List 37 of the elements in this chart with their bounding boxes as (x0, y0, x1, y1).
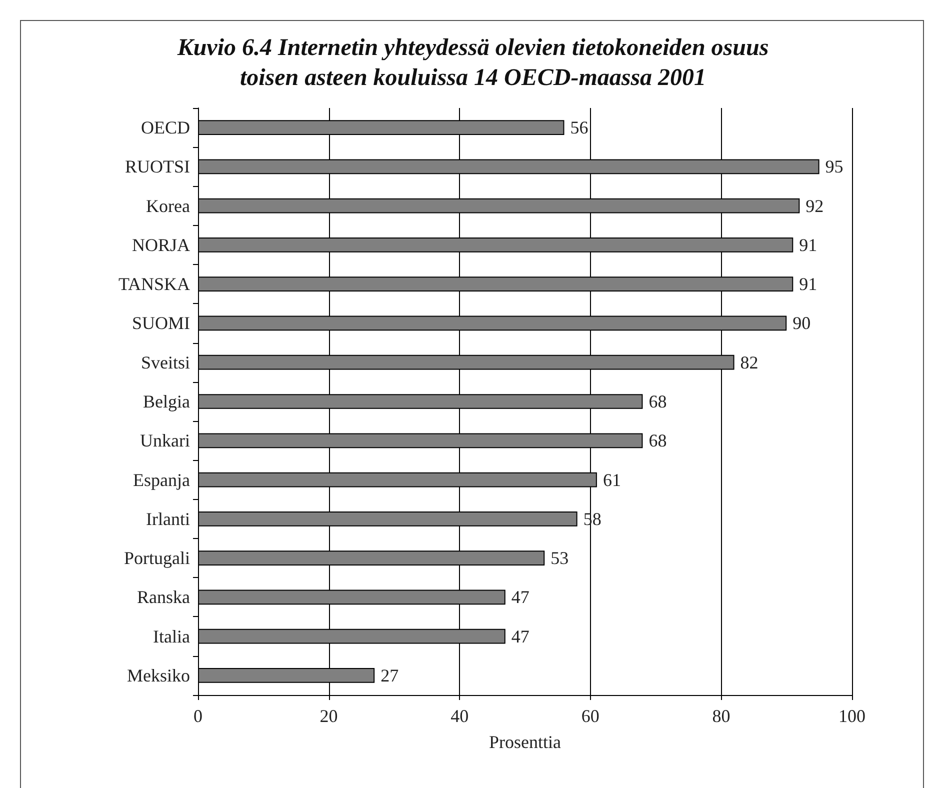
data-label: 90 (792, 313, 811, 334)
y-tick-label: SUOMI (132, 313, 190, 334)
chart-title: Kuvio 6.4 Internetin yhteydessä olevien tietokoneiden osuus toisen asteen kouluissa 14 OECD-maassa 2001 (176, 35, 769, 91)
y-tick-label: RUOTSI (124, 156, 190, 177)
data-label: 68 (648, 392, 667, 412)
y-tick-label: Espanja (133, 470, 190, 490)
y-tick-label: Italia (153, 626, 190, 646)
y-tick-label: Sveitsi (140, 352, 190, 372)
y-tick-label: Portugali (124, 548, 190, 568)
data-label: 61 (602, 470, 621, 490)
x-tick-label: 20 (320, 706, 338, 726)
data-label: 91 (799, 234, 818, 255)
x-tick-label: 0 (194, 706, 202, 726)
x-tick-label: 100 (838, 706, 866, 726)
data-label: 68 (648, 430, 667, 451)
y-tick-label: Belgia (143, 392, 190, 412)
data-label: 92 (806, 196, 824, 216)
y-tick-label: NORJA (132, 234, 190, 255)
data-label: 47 (511, 587, 530, 608)
y-tick-label: Unkari (140, 430, 190, 451)
data-label: 53 (550, 548, 569, 568)
x-tick-label: 60 (581, 706, 600, 726)
y-tick-label: OECD (141, 118, 190, 138)
x-axis-title: Prosenttia (489, 732, 561, 752)
y-tick-label: Ranska (137, 587, 190, 608)
data-label: 47 (511, 626, 530, 646)
y-tick-label: Korea (146, 196, 190, 216)
y-tick-label: Irlanti (146, 508, 190, 529)
y-tick-label: Meksiko (127, 665, 190, 686)
data-label: 27 (380, 665, 399, 686)
x-tick-label: 80 (712, 706, 730, 726)
data-label: 91 (799, 274, 818, 294)
data-label: 95 (825, 156, 844, 177)
y-tick-label: TANSKA (118, 274, 190, 294)
data-label: 82 (740, 352, 758, 372)
data-label: 56 (570, 118, 588, 138)
x-tick-label: 40 (450, 706, 469, 726)
